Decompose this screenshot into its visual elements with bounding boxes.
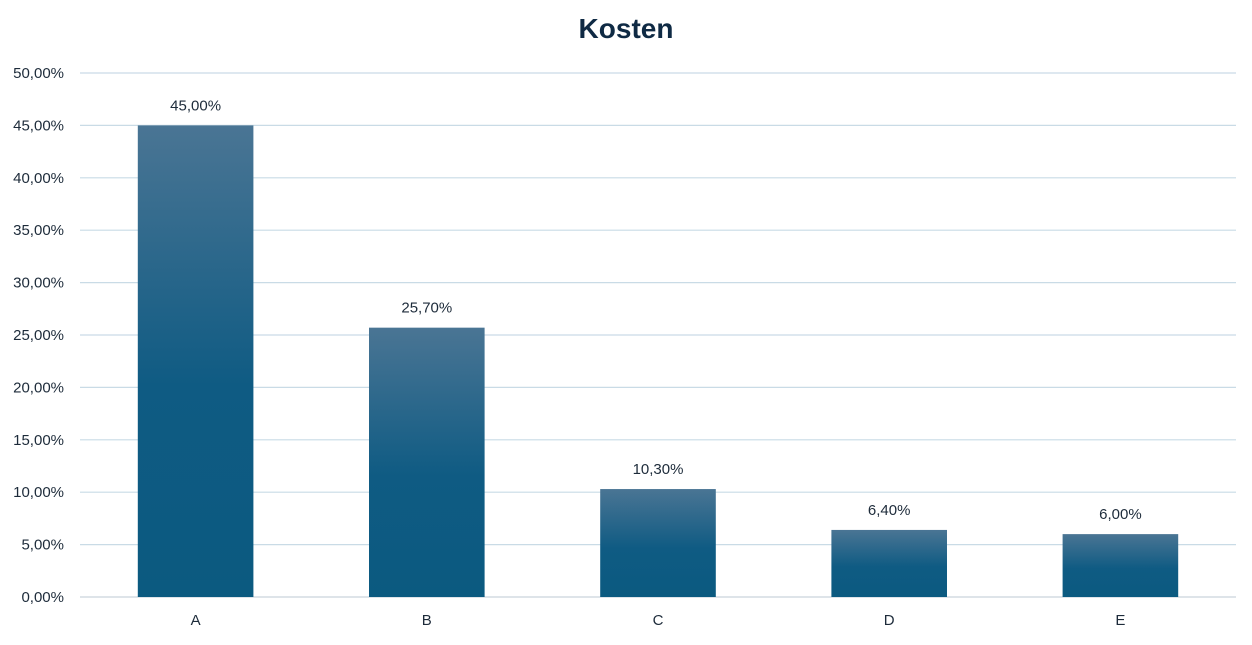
x-tick-label-e: E bbox=[1115, 612, 1125, 629]
y-tick-label: 0,00% bbox=[21, 589, 64, 606]
gridlines bbox=[80, 72, 1236, 598]
data-labels: 45,00% 25,70% 10,30% 6,40% 6,00% bbox=[170, 97, 1142, 523]
y-tick-label: 10,00% bbox=[13, 484, 64, 501]
data-label-b: 25,70% bbox=[401, 300, 452, 317]
y-tick-label: 25,00% bbox=[13, 327, 64, 344]
y-axis-tick-labels: 0,00% 5,00% 10,00% 15,00% 20,00% 25,00% 30,00%… bbox=[13, 65, 64, 606]
data-label-a: 45,00% bbox=[170, 97, 221, 114]
x-tick-label-c: C bbox=[653, 612, 664, 629]
x-tick-label-a: A bbox=[191, 612, 201, 629]
bar-e bbox=[1062, 534, 1179, 597]
x-tick-label-d: D bbox=[884, 612, 895, 629]
bar-b bbox=[369, 327, 485, 597]
y-tick-label: 20,00% bbox=[13, 379, 64, 396]
chart-title: Kosten bbox=[579, 13, 674, 44]
y-tick-label: 35,00% bbox=[13, 222, 64, 239]
data-label-d: 6,40% bbox=[868, 502, 911, 519]
y-tick-label: 45,00% bbox=[13, 117, 64, 134]
data-label-c: 10,30% bbox=[633, 461, 684, 478]
y-tick-label: 50,00% bbox=[13, 65, 64, 82]
x-axis-category-labels: A B C D E bbox=[191, 612, 1126, 629]
bars bbox=[137, 125, 1179, 598]
bar-c bbox=[600, 489, 716, 597]
x-tick-label-b: B bbox=[422, 612, 432, 629]
y-tick-label: 15,00% bbox=[13, 432, 64, 449]
y-tick-label: 5,00% bbox=[21, 537, 64, 554]
data-label-e: 6,00% bbox=[1099, 506, 1142, 523]
bar-a bbox=[137, 125, 254, 598]
y-tick-label: 30,00% bbox=[13, 275, 64, 292]
bar-d bbox=[831, 529, 947, 597]
y-tick-label: 40,00% bbox=[13, 170, 64, 187]
